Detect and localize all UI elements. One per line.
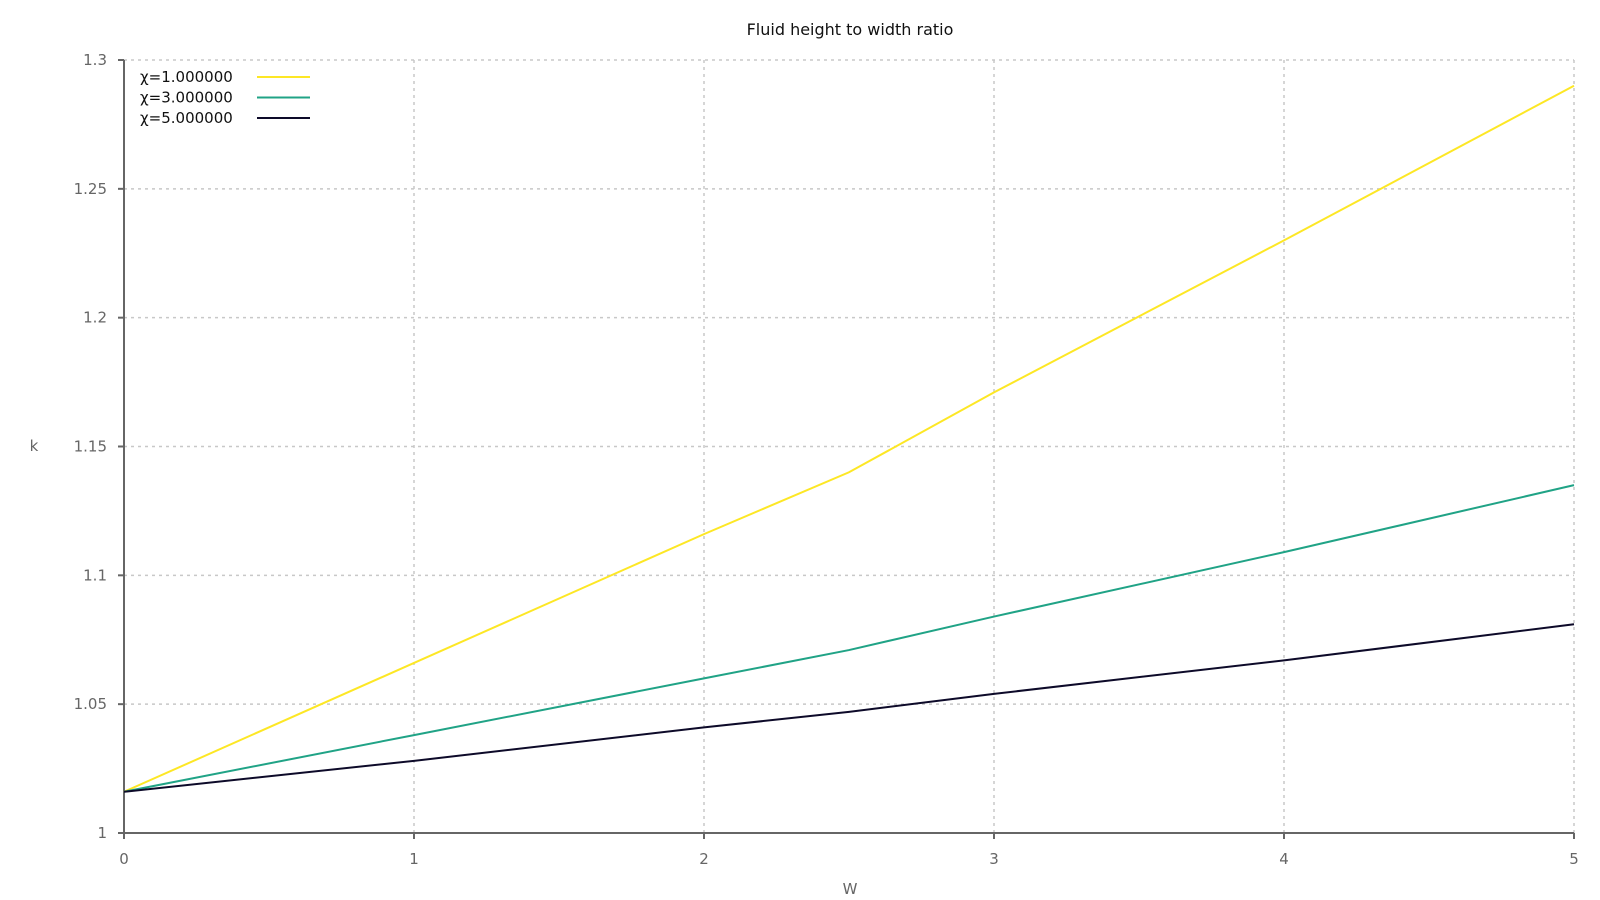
tick-labels: 0 1 2 3 4 511.051.11.151.21.251.3 (74, 51, 1579, 868)
x-tick-label: 0 (119, 850, 129, 868)
y-tick-label: 1 (97, 824, 107, 842)
legend-label: χ=3.000000 (140, 89, 233, 107)
x-tick-label: 3 (989, 850, 999, 868)
series-line-2 (123, 484, 1575, 793)
y-tick-label: 1.15 (74, 438, 107, 456)
x-tick-label: 1 (409, 850, 419, 868)
chart-title: Fluid height to width ratio (747, 20, 954, 39)
series-line-1 (123, 84, 1575, 793)
y-tick-label: 1.05 (74, 695, 107, 713)
y-tick-label: 1.1 (83, 566, 107, 584)
series-lines (123, 84, 1575, 793)
x-tick-label: 4 (1279, 850, 1289, 868)
x-axis-title: W (843, 880, 858, 898)
y-axis-title: k (30, 437, 39, 455)
x-tick-label: 5 (1569, 850, 1579, 868)
legend-label: χ=1.000000 (140, 68, 233, 86)
series-line-3 (123, 623, 1575, 793)
legend-label: χ=5.000000 (140, 109, 233, 127)
y-tick-label: 1.3 (83, 51, 107, 69)
y-tick-label: 1.25 (74, 180, 107, 198)
axes (118, 59, 1575, 839)
x-tick-label: 2 (699, 850, 709, 868)
y-tick-label: 1.2 (83, 309, 107, 327)
legend: χ=1.000000 χ=3.000000 χ=5.000000 (140, 68, 310, 127)
grid-lines (124, 59, 1575, 833)
